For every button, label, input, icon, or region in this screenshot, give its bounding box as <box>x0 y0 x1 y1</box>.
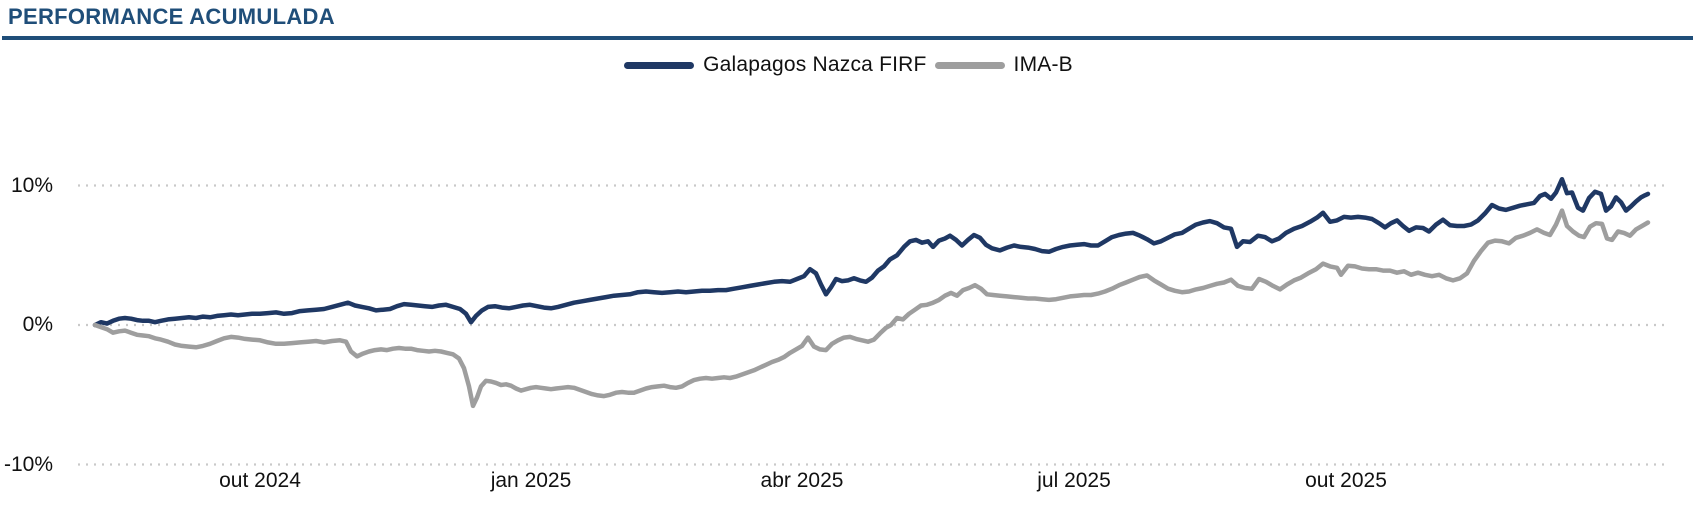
x-axis-label-abr-2025: abr 2025 <box>760 469 844 492</box>
legend-label-imab: IMA-B <box>1013 53 1073 76</box>
series-line-galapagos-nazca-firf <box>92 176 1651 328</box>
legend-item-imab: IMA-B <box>934 53 1073 77</box>
chart-legend: Galapagos Nazca FIRF IMA-B <box>0 53 1697 77</box>
x-axis-label-jul-2025: jul 2025 <box>1037 469 1111 492</box>
title-rule <box>2 36 1693 40</box>
legend-label-galapagos: Galapagos Nazca FIRF <box>703 53 927 76</box>
legend-line-swatch-imab <box>934 61 1005 69</box>
y-axis-label-10pct: 10% <box>10 173 53 197</box>
legend-item-galapagos: Galapagos Nazca FIRF <box>624 53 926 77</box>
x-axis-label-out-2024: out 2024 <box>219 469 301 492</box>
series-line-ima-b <box>92 208 1651 409</box>
x-axis-label-out-2025: out 2025 <box>1305 469 1387 492</box>
legend-line-swatch-galapagos <box>624 61 695 69</box>
page-title: PERFORMANCE ACUMULADA <box>8 4 335 29</box>
x-axis-label-jan-2025: jan 2025 <box>490 469 572 492</box>
y-axis-label-0pct: 0% <box>22 313 53 336</box>
y-axis-label--10pct: -10% <box>3 452 53 476</box>
